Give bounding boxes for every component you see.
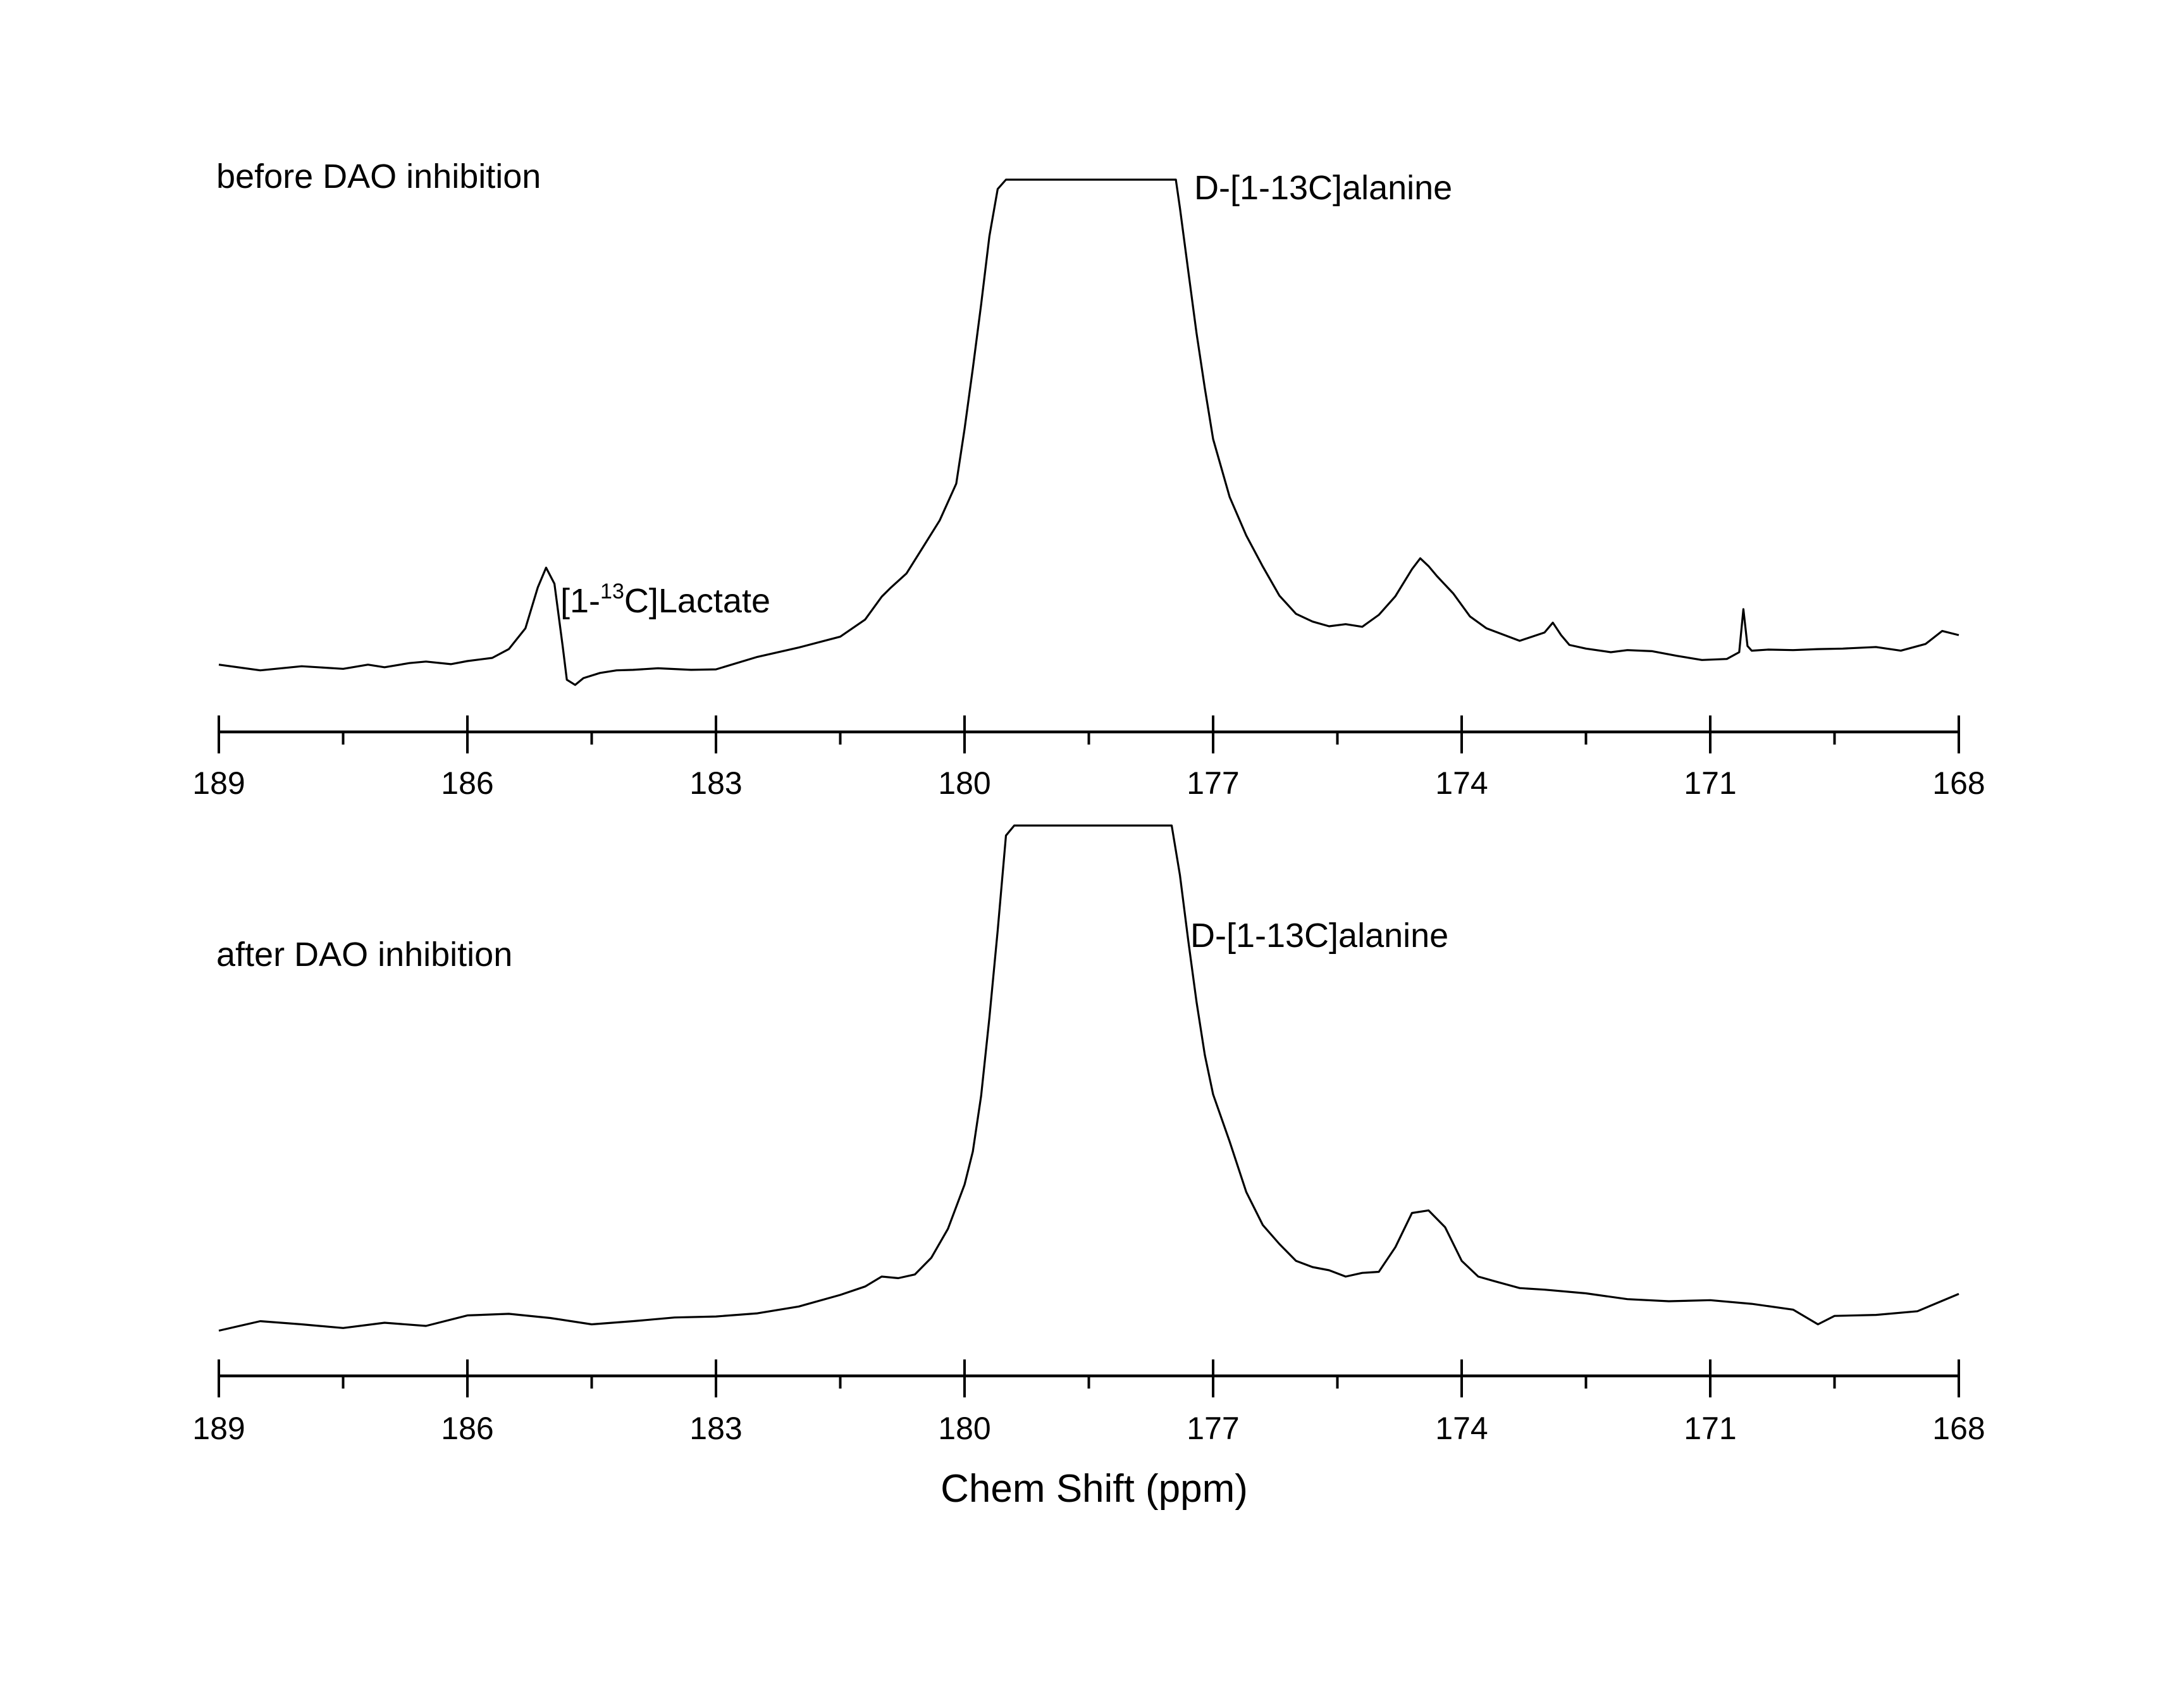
panel-title: before DAO inhibition [216,158,541,195]
panel-after-dao-inhibition: 189 186 183 180 177 174 171 168 after DAO inhibi… [192,824,1985,1446]
x-axis-title: Chem Shift (ppm) [941,1467,1248,1511]
x-tick-label: 171 [1684,765,1736,801]
x-tick-label: 177 [1187,765,1239,801]
peak-label-alanine: D-[1-13C]alanine [1190,917,1448,955]
peak-label-alanine: D-[1-13C]alanine [1194,169,1452,207]
panel-before-dao-inhibition: 189 186 183 180 177 174 171 168 before DAO inhib… [192,158,1985,801]
x-tick-label: 168 [1932,765,1985,801]
x-tick-label: 183 [689,765,742,801]
spectrum-line-1-0 [218,824,1959,1332]
x-tick-label: 174 [1435,765,1488,801]
x-tick-label: 177 [1187,1411,1239,1446]
x-tick-label: 174 [1435,1411,1488,1446]
x-tick-label: 189 [192,1411,245,1446]
x-tick-label: 180 [938,765,990,801]
x-tick-label: 186 [441,765,493,801]
x-tick-label: 180 [938,1411,990,1446]
x-tick-label: 186 [441,1411,493,1446]
panel-title: after DAO inhibition [216,936,512,974]
x-tick-label: 168 [1932,1411,1985,1446]
x-tick-label: 183 [689,1411,742,1446]
spectrum-line-0-0 [218,178,1959,686]
peak-label-lactate: [1-13C]Lactate [560,579,770,620]
x-tick-label: 189 [192,765,245,801]
x-tick-label: 171 [1684,1411,1736,1446]
